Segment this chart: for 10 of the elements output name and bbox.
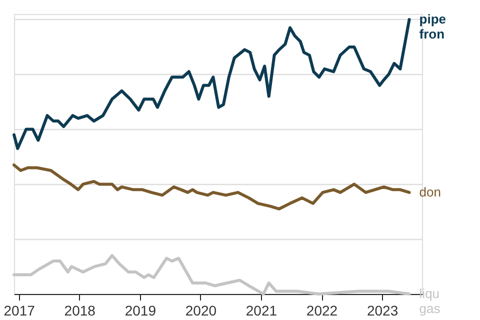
x-tick-label: 2022	[306, 302, 338, 318]
x-tick-label: 2021	[246, 302, 278, 318]
x-tick-label: 2017	[4, 302, 36, 318]
x-tick-label: 2019	[124, 302, 156, 318]
x-tick-label: 2023	[366, 302, 398, 318]
series-label: liqu gas	[419, 286, 441, 316]
series-label: pipe fron	[419, 11, 446, 42]
series-label: don	[419, 184, 441, 200]
x-tick-label: 2020	[185, 302, 217, 318]
x-tick-label: 2018	[64, 302, 96, 318]
